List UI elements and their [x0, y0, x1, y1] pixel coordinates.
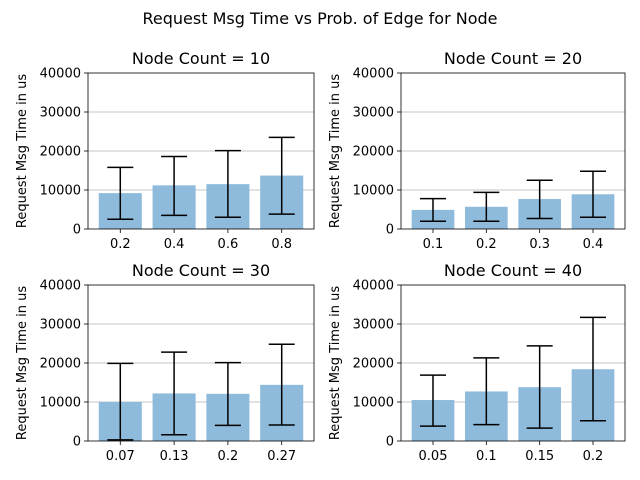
x-tick-label-0: 0.05 [419, 449, 448, 464]
y-tick-label-3: 30000 [40, 318, 81, 333]
y-axis-label: Request Msg Time in us [15, 74, 30, 228]
y-axis-label: Request Msg Time in us [15, 286, 30, 440]
x-tick-label-2: 0.15 [525, 449, 554, 464]
error-bar-0.1 [473, 357, 500, 426]
y-axis-label: Request Msg Time in us [328, 286, 343, 440]
y-tick-label-2: 20000 [40, 145, 81, 160]
error-bar-0.8 [268, 136, 295, 215]
x-tick-label-0: 0.1 [423, 237, 444, 252]
subplot-title: Node Count = 20 [444, 49, 582, 68]
x-tick-label-2: 0.3 [529, 237, 550, 252]
y-tick-label-4: 40000 [353, 67, 394, 82]
y-tick-label-3: 30000 [353, 318, 394, 333]
error-bar-0.2 [214, 361, 241, 427]
y-tick-label-2: 20000 [353, 357, 394, 372]
error-bar-0.4 [161, 155, 188, 217]
x-tick-label-3: 0.4 [583, 237, 604, 252]
x-tick-label-1: 0.4 [164, 237, 185, 252]
error-bar-0.27 [268, 343, 295, 426]
figure-suptitle: Request Msg Time vs Prob. of Edge for No… [142, 9, 497, 28]
y-tick-label-0: 0 [73, 435, 81, 450]
subplot-title: Node Count = 30 [132, 261, 270, 280]
y-tick-label-4: 40000 [40, 279, 81, 294]
subplot-4: 0 10000 20000 30000 40000 0.05 0.1 0.15 0.2 Node … [328, 261, 626, 464]
y-tick-label-1: 10000 [40, 396, 81, 411]
x-tick-label-2: 0.2 [218, 449, 239, 464]
y-axis-label: Request Msg Time in us [328, 74, 343, 228]
x-tick-label-3: 0.8 [271, 237, 292, 252]
error-bar-0.13 [161, 351, 188, 436]
subplot-1: 0 10000 20000 30000 40000 0.2 0.4 0.6 0.8 Node Co… [15, 49, 315, 252]
y-tick-label-4: 40000 [40, 67, 81, 82]
error-bar-0.2 [107, 166, 134, 220]
y-tick-label-1: 10000 [40, 184, 81, 199]
x-tick-label-1: 0.2 [476, 237, 497, 252]
x-tick-label-0: 0.07 [106, 449, 135, 464]
error-bar-0.2 [473, 191, 500, 222]
x-tick-label-1: 0.1 [476, 449, 497, 464]
subplot-3: 0 10000 20000 30000 40000 0.07 0.13 0.2 0.27 Node… [15, 261, 315, 464]
subplot-title: Node Count = 40 [444, 261, 582, 280]
y-tick-label-1: 10000 [353, 184, 394, 199]
y-tick-label-2: 20000 [353, 145, 394, 160]
error-bar-0.6 [214, 149, 241, 219]
y-tick-label-0: 0 [386, 223, 394, 238]
error-bar-0.07 [107, 362, 134, 441]
error-bar-0.15 [526, 345, 553, 429]
subplot-title: Node Count = 10 [132, 49, 270, 68]
x-tick-label-2: 0.6 [218, 237, 239, 252]
y-tick-label-0: 0 [386, 435, 394, 450]
subplot-2: 0 10000 20000 30000 40000 0.1 0.2 0.3 0.4 Node Co… [328, 49, 626, 252]
x-tick-label-1: 0.13 [160, 449, 189, 464]
x-tick-label-3: 0.27 [267, 449, 296, 464]
x-tick-label-3: 0.2 [583, 449, 604, 464]
y-tick-label-3: 30000 [40, 106, 81, 121]
y-tick-label-2: 20000 [40, 357, 81, 372]
x-tick-label-0: 0.2 [110, 237, 131, 252]
error-bar-0.4 [580, 170, 606, 219]
error-bar-0.2 [580, 316, 606, 422]
error-bar-0.1 [420, 197, 446, 222]
y-tick-label-0: 0 [73, 223, 81, 238]
y-tick-label-4: 40000 [353, 279, 394, 294]
y-tick-label-3: 30000 [353, 106, 394, 121]
error-bar-0.05 [420, 374, 446, 427]
y-tick-label-1: 10000 [353, 396, 394, 411]
error-bar-0.3 [526, 179, 553, 220]
